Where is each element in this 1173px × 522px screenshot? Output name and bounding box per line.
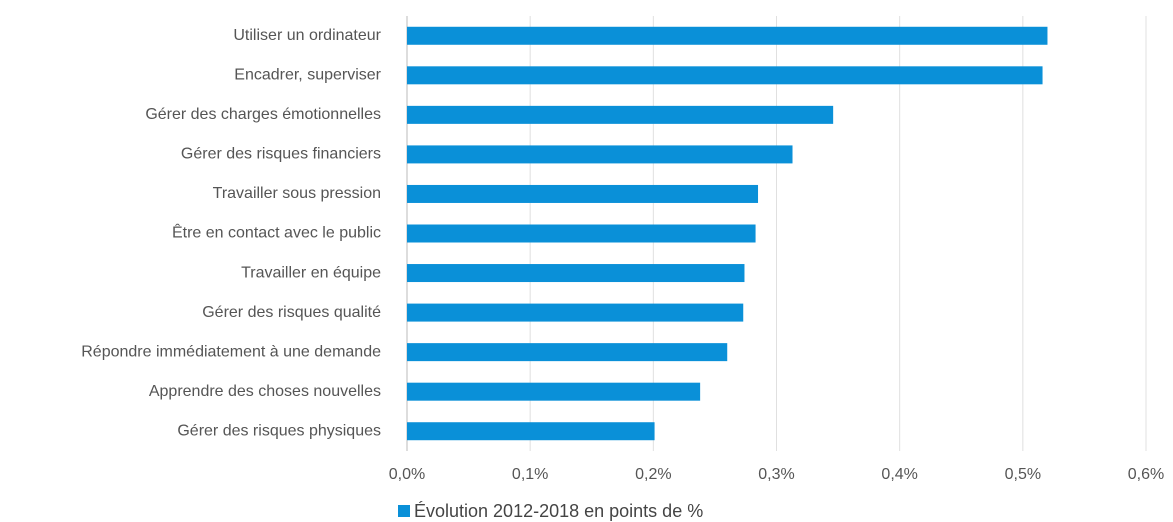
x-tick-label: 0,3%: [758, 466, 794, 483]
y-tick-label: Gérer des risques qualité: [202, 304, 381, 321]
y-tick-label: Utiliser un ordinateur: [233, 27, 381, 44]
bar: [407, 303, 744, 322]
x-tick-label: 0,6%: [1128, 466, 1164, 483]
bar: [407, 105, 834, 124]
x-tick-label: 0,2%: [635, 466, 671, 483]
legend-swatch: [398, 505, 410, 517]
y-tick-label: Travailler en équipe: [241, 264, 381, 281]
x-tick-label: 0,4%: [881, 466, 917, 483]
y-tick-label: Travailler sous pression: [213, 185, 381, 202]
bar: [407, 382, 701, 401]
bar: [407, 422, 655, 441]
y-tick-label: Gérer des risques financiers: [181, 146, 381, 163]
bar: [407, 343, 728, 362]
y-tick-label: Répondre immédiatement à une demande: [81, 343, 381, 360]
bar: [407, 264, 745, 283]
x-tick-label: 0,1%: [512, 466, 548, 483]
x-tick-label: 0,5%: [1005, 466, 1041, 483]
legend-label: Évolution 2012-2018 en points de %: [414, 501, 703, 521]
y-tick-label: Encadrer, superviser: [234, 67, 381, 84]
bar: [407, 26, 1048, 45]
bar: [407, 66, 1043, 85]
y-tick-label: Gérer des charges émotionnelles: [145, 106, 381, 123]
y-tick-label: Être en contact avec le public: [172, 223, 381, 242]
y-tick-label: Gérer des risques physiques: [177, 422, 381, 439]
y-tick-label: Apprendre des choses nouvelles: [149, 383, 381, 400]
bar: [407, 224, 756, 243]
bar: [407, 145, 793, 164]
x-tick-label: 0,0%: [389, 466, 425, 483]
bar: [407, 184, 759, 203]
